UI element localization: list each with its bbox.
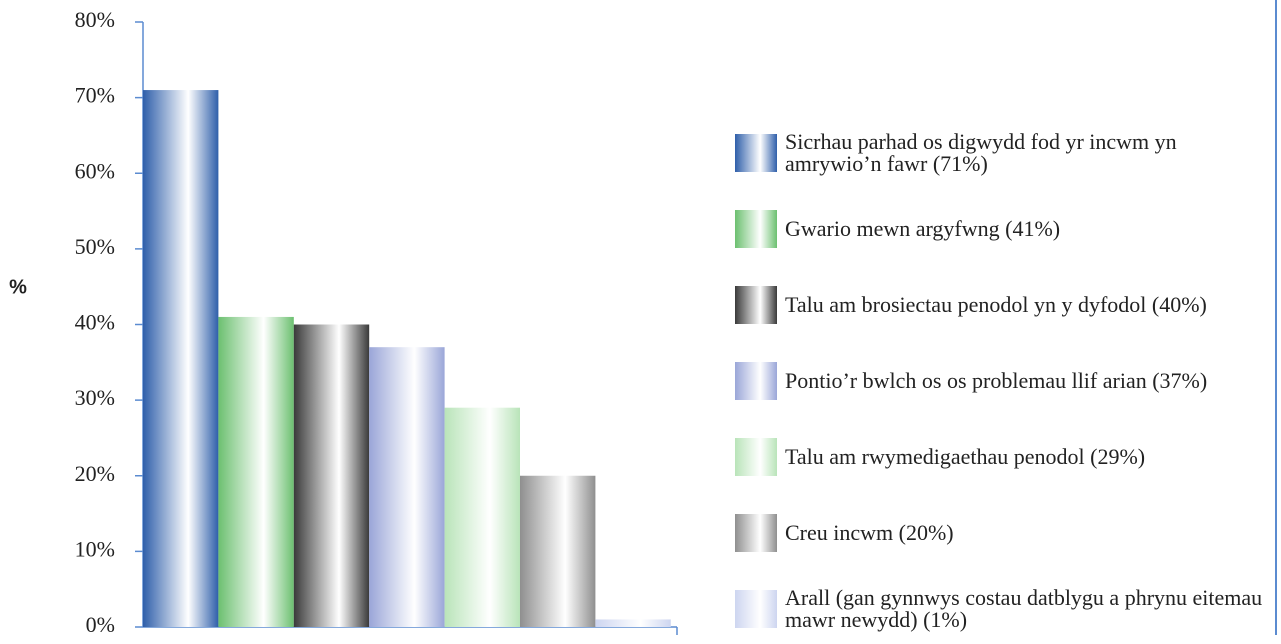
bar [595, 619, 671, 627]
y-tick-label: 40% [75, 310, 115, 335]
legend-item: Gwario mewn argyfwng (41%) [735, 194, 1275, 264]
legend-label: Talu am rwymedigaethau penodol (29%) [785, 444, 1146, 469]
legend-swatch [735, 210, 777, 248]
y-tick-label: 20% [75, 461, 115, 486]
legend-swatch [735, 286, 777, 324]
legend-swatch [735, 438, 777, 476]
legend-item: Sicrhau parhad os digwydd fod yr incwm y… [735, 118, 1275, 188]
bar [369, 347, 445, 627]
legend-swatch [735, 362, 777, 400]
bar [218, 316, 294, 627]
y-tick-label: 50% [75, 234, 115, 259]
y-tick-label: 80% [75, 7, 115, 32]
y-tick-label: 0% [86, 612, 115, 635]
legend-item: Talu am rwymedigaethau penodol (29%) [735, 422, 1275, 492]
y-tick-label: 60% [75, 158, 115, 183]
legend-swatch [735, 514, 777, 552]
y-axis-label: % [9, 276, 27, 298]
bar [520, 475, 596, 627]
legend-item: Talu am brosiectau penodol yn y dyfodol … [735, 270, 1275, 340]
legend-label: Talu am brosiectau penodol yn y dyfodol … [785, 292, 1207, 317]
legend-swatch [735, 134, 777, 172]
y-tick-label: 10% [75, 536, 115, 561]
bar [293, 324, 370, 627]
legend-label: Pontio’r bwlch os os problemau llif aria… [785, 368, 1208, 393]
legend-label: Gwario mewn argyfwng (41%) [785, 216, 1061, 241]
legend-swatch [735, 590, 777, 628]
y-tick-label: 70% [75, 83, 115, 108]
legend-item: Pontio’r bwlch os os problemau llif aria… [735, 346, 1275, 416]
bar [143, 90, 219, 627]
y-tick-label: 30% [75, 385, 115, 410]
legend-label: Sicrhau parhad os digwydd fod yr incwm y… [785, 129, 1177, 176]
bar [444, 407, 520, 627]
legend-item: Creu incwm (20%) [735, 498, 1275, 568]
legend-label: Arall (gan gynnwys costau datblygu a phr… [785, 585, 1263, 632]
legend-label: Creu incwm (20%) [785, 520, 954, 545]
legend-item: Arall (gan gynnwys costau datblygu a phr… [735, 574, 1275, 644]
